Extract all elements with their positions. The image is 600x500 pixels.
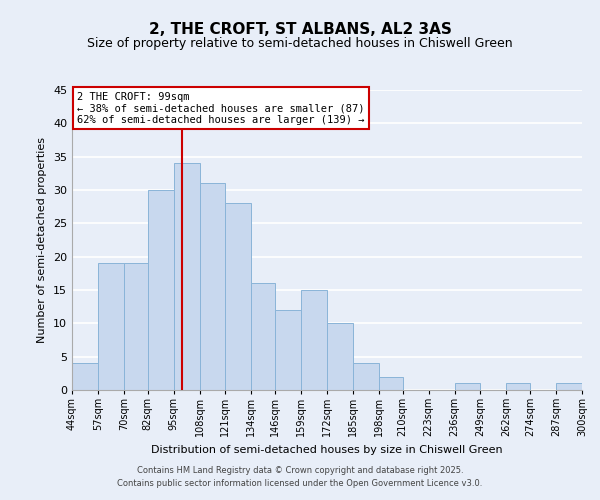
Bar xyxy=(148,190,173,390)
Text: Size of property relative to semi-detached houses in Chiswell Green: Size of property relative to semi-detach… xyxy=(87,38,513,51)
Bar xyxy=(199,184,226,390)
Bar xyxy=(506,384,530,390)
Bar xyxy=(98,264,124,390)
Bar xyxy=(173,164,199,390)
X-axis label: Distribution of semi-detached houses by size in Chiswell Green: Distribution of semi-detached houses by … xyxy=(151,444,503,454)
Text: 2, THE CROFT, ST ALBANS, AL2 3AS: 2, THE CROFT, ST ALBANS, AL2 3AS xyxy=(149,22,451,38)
Bar xyxy=(353,364,379,390)
Bar xyxy=(301,290,327,390)
Bar xyxy=(72,364,98,390)
Bar xyxy=(226,204,251,390)
Text: 2 THE CROFT: 99sqm
← 38% of semi-detached houses are smaller (87)
62% of semi-de: 2 THE CROFT: 99sqm ← 38% of semi-detache… xyxy=(77,92,365,124)
Bar xyxy=(251,284,275,390)
Bar xyxy=(327,324,353,390)
Bar xyxy=(124,264,148,390)
Y-axis label: Number of semi-detached properties: Number of semi-detached properties xyxy=(37,137,47,343)
Bar xyxy=(275,310,301,390)
Bar xyxy=(455,384,481,390)
Bar xyxy=(556,384,582,390)
Text: Contains HM Land Registry data © Crown copyright and database right 2025.
Contai: Contains HM Land Registry data © Crown c… xyxy=(118,466,482,487)
Bar xyxy=(379,376,403,390)
